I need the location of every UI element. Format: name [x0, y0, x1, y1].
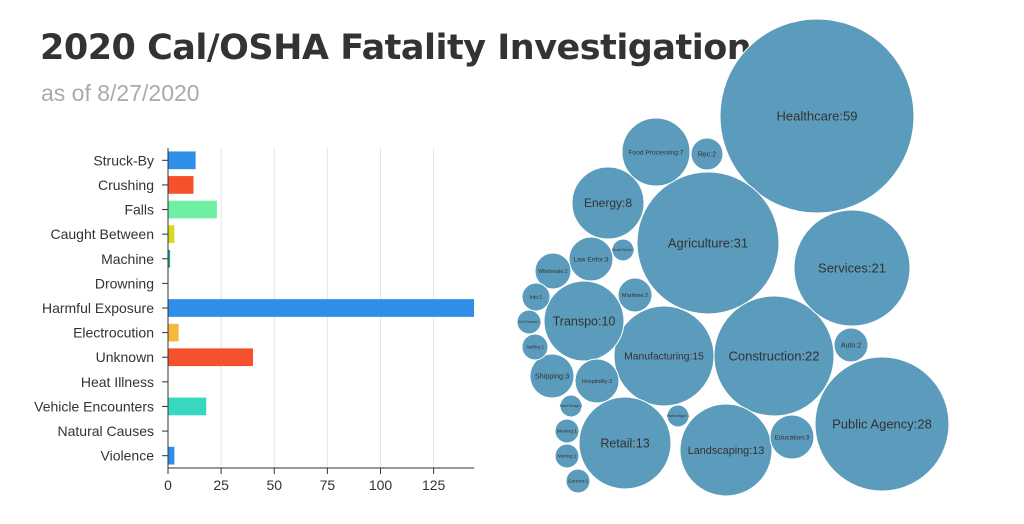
bar-violence [168, 446, 175, 465]
bubble-label: Rec:2 [698, 151, 716, 158]
bubble-landscaping [679, 403, 773, 497]
page-title: 2020 Cal/OSHA Fatality Investigations [40, 28, 772, 68]
bubble-label: Construction:22 [728, 349, 819, 364]
bubble-label: Civil Service:1 [518, 320, 540, 324]
bubble-label: Agriculture:31 [668, 236, 748, 251]
bubble-info [521, 282, 551, 312]
bubble-rec [690, 137, 724, 171]
bar-unknown [168, 348, 253, 367]
bubble-staffing [521, 333, 549, 361]
bubble-hospitality [574, 358, 620, 404]
bubble-energy [571, 166, 645, 240]
bubble-label: Hospitality:3 [582, 379, 612, 385]
category-label: Falls [124, 202, 154, 218]
bubble-label: Moving:1 [557, 429, 577, 435]
bubble-food-processing [621, 117, 691, 187]
bubble-mining [554, 443, 580, 469]
bubble-label: Landscaping:13 [688, 445, 765, 457]
bubble-retail [578, 396, 672, 490]
bubble-label: Public Agency:28 [832, 417, 932, 432]
bubble-wholesale [534, 252, 572, 290]
x-tick-label: 0 [164, 477, 172, 493]
bubble-auto [833, 327, 869, 363]
category-label: Crushing [98, 177, 154, 193]
bubble-label: Garmet:1 [568, 479, 589, 485]
bubble-public-agency [814, 356, 950, 492]
bubble-healthcare [719, 18, 915, 214]
bubble-label: Education:3 [775, 434, 810, 441]
bubble-label: Steel Design:1 [560, 404, 583, 408]
bubble-label: Transpo:10 [553, 314, 616, 328]
bar-machine [168, 249, 171, 268]
bubble-law-enfor [568, 236, 614, 282]
x-tick-label: 125 [422, 477, 446, 493]
bubble-label: Shipping:3 [535, 372, 569, 381]
bubble-waste-mgmt [666, 404, 690, 428]
bar-caught-between [168, 225, 175, 244]
bubble-transpo [543, 280, 625, 362]
bubble-label: Healthcare:59 [777, 109, 858, 124]
page-subtitle: as of 8/27/2020 [41, 80, 200, 106]
x-tick-label: 75 [320, 477, 336, 493]
bubble-garmet [565, 468, 591, 494]
category-label: Struck-By [93, 152, 154, 168]
bubble-agriculture [636, 171, 780, 315]
bubble-label: Mining:1 [558, 454, 577, 460]
category-label: Unknown [96, 349, 154, 365]
category-label: Electrocution [73, 325, 154, 341]
category-label: Caught Between [50, 226, 154, 242]
bubble-label: Energy:8 [584, 196, 632, 210]
category-label: Machine [101, 251, 154, 267]
bubble-label: Info:1 [530, 295, 543, 301]
bar-crushing [168, 176, 194, 194]
bubble-label: Food Processing:7 [629, 149, 684, 156]
bar-harmful-exposure [168, 299, 474, 317]
bubble-shipping [529, 353, 575, 399]
category-label: Vehicle Encounters [34, 398, 154, 414]
bubble-label: Waste Mgmt:1 [667, 414, 689, 418]
bubble-label: Wholesale:1 [538, 269, 568, 275]
bubble-steel-design [559, 394, 583, 418]
x-tick-label: 100 [369, 477, 393, 493]
bar-falls [168, 200, 217, 219]
category-label: Natural Causes [58, 423, 155, 439]
bar-vehicle-encounters [168, 397, 207, 416]
bubble-services [793, 209, 911, 327]
bubble-social-servs [611, 238, 635, 262]
bubble-moving [554, 418, 580, 444]
bubble-civil-service [516, 309, 542, 335]
x-tick-label: 25 [213, 477, 229, 493]
bubble-education [769, 414, 815, 460]
category-label: Violence [101, 448, 155, 464]
bar-struck-by [168, 151, 196, 170]
cause-bar-chart: 0 25 50 75 100 125 Struck-By Crushing Falls Caugh… [34, 148, 474, 493]
bubble-manufacturing [613, 305, 715, 407]
bubble-label: Staffing:1 [526, 345, 545, 350]
bubble-label: Manufacturing:15 [624, 352, 704, 363]
bubble-label: Services:21 [818, 261, 886, 276]
category-label: Harmful Exposure [42, 300, 154, 316]
bubble-label: Retail:13 [600, 436, 649, 450]
bubble-label: Social Servs:1 [612, 248, 634, 252]
category-label: Heat Illness [81, 374, 154, 390]
category-label: Drowning [95, 275, 154, 291]
bubble-label: Auto:2 [841, 342, 861, 349]
bubble-maritime [617, 277, 653, 313]
bar-electrocution [168, 323, 179, 342]
bubble-label: Maritime:2 [622, 293, 648, 299]
x-tick-label: 50 [266, 477, 282, 493]
bubble-label: Law Enfor:3 [573, 256, 609, 263]
